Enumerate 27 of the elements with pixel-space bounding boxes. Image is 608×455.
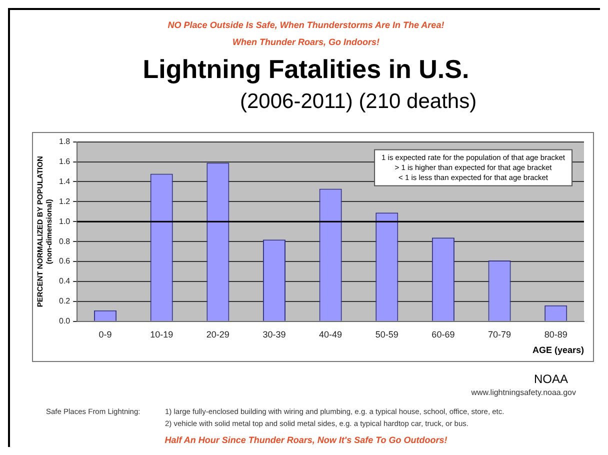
x-axis-title: AGE (years) [532,345,584,356]
y-tick-label: 1.4 [58,176,71,186]
y-tick-label: 1.6 [58,156,71,166]
chart-subtitle: (2006-2011) (210 deaths) [240,90,477,114]
x-tick-label: 10-19 [150,329,174,340]
text: When Thunder Roars, Go Indoors! [232,37,380,47]
x-tick-label: 70-79 [488,329,512,340]
x-tick-label: 50-59 [375,329,398,340]
x-tick-label: 80-89 [544,329,568,340]
x-tick-label: 40-49 [319,329,342,340]
chart-title: Lightning Fatalities in U.S. [142,54,470,85]
y-tick-label: 1.2 [58,196,71,206]
x-tick-label: 60-69 [432,329,455,340]
text: NO Place Outside Is Safe, When Thunderstorms Are In The Area! [166,20,446,30]
y-tick-label: 0.0 [58,316,71,326]
x-tick-label: 0-9 [98,329,112,340]
y-tick-label: 1.8 [58,137,71,146]
x-tick-label: 20-29 [206,329,230,340]
text: Half An Hour Since Thunder Roars, Now It's Safe To Go Outdoors! [164,435,448,445]
text: NOAA [534,372,568,386]
text: www.lightningsafety.noaa.gov [471,388,576,397]
y-tick-label: 0.2 [58,296,71,306]
y-tick-label: 1.0 [58,216,71,226]
x-tick-label: 30-39 [262,329,286,340]
y-tick-label: 0.4 [58,276,71,286]
y-tick-label: 0.6 [58,256,71,266]
y-tick-label: 0.8 [58,236,71,246]
